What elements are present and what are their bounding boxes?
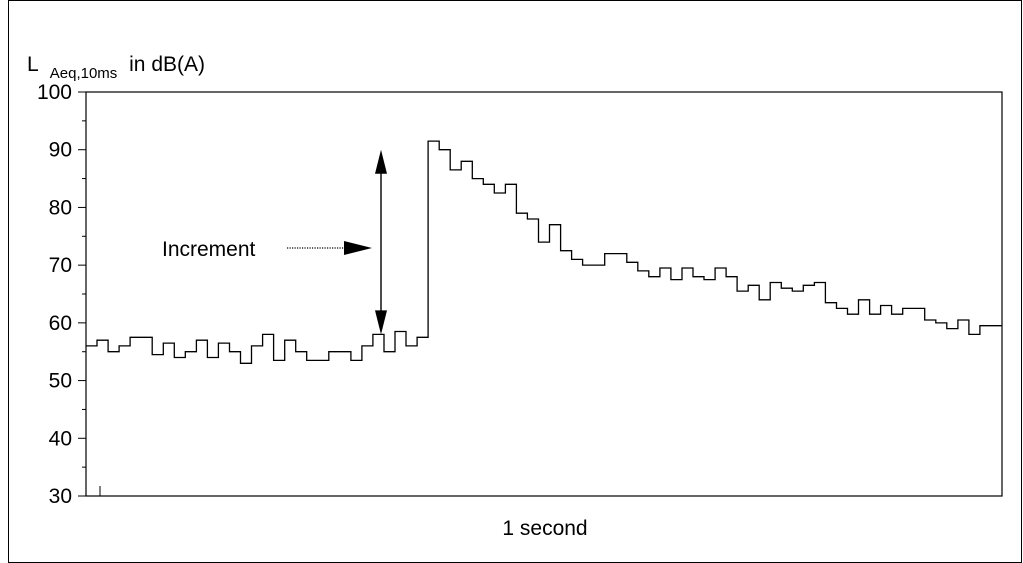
y-axis-label-subscript: Aeq,10ms <box>50 65 118 82</box>
y-tick-label-60: 60 <box>49 312 72 335</box>
increment-label: Increment <box>162 238 256 261</box>
y-tick-label-50: 50 <box>49 370 72 393</box>
y-axis-label-main: L <box>27 53 38 76</box>
figure-frame <box>9 1 1022 563</box>
y-tick-label-40: 40 <box>49 427 72 450</box>
y-tick-label-30: 30 <box>49 485 72 508</box>
y-tick-label-100: 100 <box>37 81 72 104</box>
y-tick-label-90: 90 <box>49 139 72 162</box>
y-axis-label-suffix: in dB(A) <box>129 53 205 76</box>
y-tick-label-80: 80 <box>49 196 72 219</box>
x-axis-label: 1 second <box>502 517 587 540</box>
y-tick-label-70: 70 <box>49 254 72 277</box>
